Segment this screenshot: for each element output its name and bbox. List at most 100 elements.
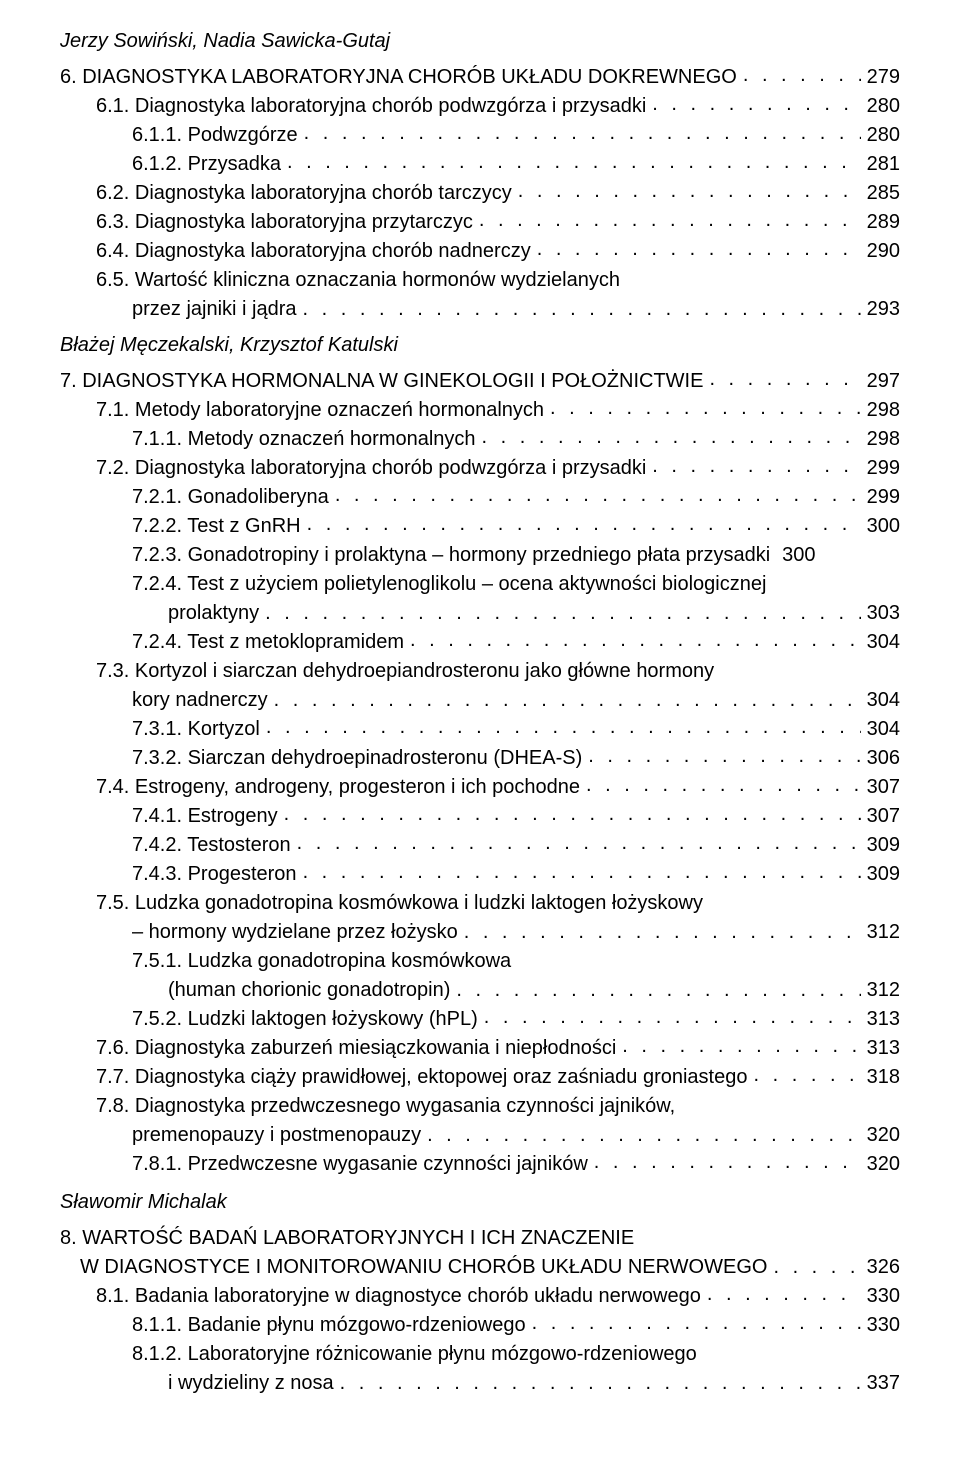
toc-entry-continuation: (human chorionic gonadotropin) . . . . .… [60,976,900,1005]
leader-dots: . . . . . . . . . . . . . . . . . . . . … [537,235,861,264]
leader-dots: . . . . . . . . . . . . . . . . . . . . … [550,394,861,423]
toc-page: 306 [867,744,900,773]
leader-dots: . . . . . . . . . . . . . . . . . . . . … [652,452,860,481]
toc-entry-continuation: kory nadnerczy . . . . . . . . . . . . .… [60,686,900,715]
leader-dots: . . . . . . . . . . . . . . . . . . . . … [427,1121,861,1150]
toc-entry: 7.1.1. Metody oznaczeń hormonalnych . . … [60,425,900,454]
toc-label: 8.1. Badania laboratoryjne w diagnostyce… [96,1282,701,1311]
chapter-8-line1: 8. WARTOŚĆ BADAŃ LABORATORYJNYCH I ICH Z… [60,1224,900,1253]
toc-label: 7.2.3. Gonadotropiny i prolaktyna – horm… [132,541,770,570]
toc-entry-multiline: 6.5. Wartość kliniczna oznaczania hormon… [60,266,900,295]
leader-dots: . . . . . . . . . . . . . . . . . . . . … [622,1032,860,1061]
toc-label: 8.1.1. Badanie płynu mózgowo-rdzeniowego [132,1311,526,1340]
toc-entry: 6.4. Diagnostyka laboratoryjna chorób na… [60,237,900,266]
toc-entry-continuation: przez jajniki i jądra . . . . . . . . . … [60,295,900,324]
toc-entry: 7.4.2. Testosteron . . . . . . . . . . .… [60,831,900,860]
leader-dots: . . . . . . . . . . . . . . . . . . . . … [304,119,861,148]
toc-entry-continuation: prolaktyny . . . . . . . . . . . . . . .… [60,599,900,628]
leader-dots: . . . . . . . . . . . . . . . . . . . . … [594,1148,861,1177]
toc-page: 330 [867,1282,900,1311]
toc-entry: 7.8.1. Przedwczesne wygasanie czynności … [60,1150,900,1179]
toc-page: 280 [867,92,900,121]
leader-dots: . . . . . . . . . . . . . . . . . . . . … [588,742,860,771]
toc-page: 307 [867,802,900,831]
toc-label: prolaktyny [168,599,259,628]
toc-label: kory nadnerczy [132,686,268,715]
leader-dots: . . . . . . . . . . . . . . . . . . . . … [479,206,861,235]
leader-dots: . . . . . . . . . . . . . . . . . . . . … [303,858,861,887]
toc-entry-multiline: 7.5.1. Ludzka gonadotropina kosmówkowa [60,947,900,976]
toc-page: 312 [867,976,900,1005]
toc-label: 7.4.1. Estrogeny [132,802,278,831]
toc-entry: 7.4. Estrogeny, androgeny, progesteron i… [60,773,900,802]
toc-entry-multiline: 7.8. Diagnostyka przedwczesnego wygasani… [60,1092,900,1121]
toc-page: 298 [867,396,900,425]
toc-label: 7.3.1. Kortyzol [132,715,260,744]
chapter-7-title: 7. DIAGNOSTYKA HORMONALNA W GINEKOLOGII … [60,367,900,396]
leader-dots: . . . . . . . . . . . . . . . . . . . . … [652,90,860,119]
leader-dots: . . . . . . . . . . . . . . . . . . . . … [773,1253,860,1282]
author-line: Jerzy Sowiński, Nadia Sawicka-Gutaj [60,30,900,53]
leader-dots: . . . . . . . . . . . . . . . . . . . . … [464,918,861,947]
toc-label: 7.7. Diagnostyka ciąży prawidłowej, ekto… [96,1063,747,1092]
toc-entry-continuation: – hormony wydzielane przez łożysko . . .… [60,918,900,947]
leader-dots: . . . . . . . . . . . . . . . . . . . . … [284,800,861,829]
leader-dots: . . . . . . . . . . . . . . . . . . . . … [335,481,861,510]
toc-page: 318 [867,1063,900,1092]
chapter-6-title: 6. DIAGNOSTYKA LABORATORYJNA CHORÓB UKŁA… [60,63,900,92]
leader-dots: . . . . . . . . . . . . . . . . . . . . … [307,510,861,539]
chapter-8-line2: W DIAGNOSTYCE I MONITOROWANIU CHORÓB UKŁ… [60,1253,900,1282]
toc-page: 313 [867,1034,900,1063]
chapter-6-page: 279 [867,63,900,92]
toc-label: premenopauzy i postmenopauzy [132,1121,421,1150]
toc-label: 7.3.2. Siarczan dehydroepinadrosteronu (… [132,744,582,773]
toc-label: przez jajniki i jądra [132,295,297,324]
toc-page: 320 [867,1150,900,1179]
toc-entry: 7.2.3. Gonadotropiny i prolaktyna – horm… [60,541,900,570]
toc-entry: 8.1.1. Badanie płynu mózgowo-rdzeniowego… [60,1311,900,1340]
toc-page: 289 [867,208,900,237]
toc-label: 7.6. Diagnostyka zaburzeń miesiączkowani… [96,1034,616,1063]
toc-page: 337 [867,1369,900,1398]
toc-label: 7.5.2. Ludzki laktogen łożyskowy (hPL) [132,1005,478,1034]
toc-page: 290 [867,237,900,266]
toc-entry: 7.2.2. Test z GnRH . . . . . . . . . . .… [60,512,900,541]
toc-label: (human chorionic gonadotropin) [168,976,450,1005]
toc-page: 280 [867,121,900,150]
toc-page: 304 [867,686,900,715]
toc-entry: 7.4.1. Estrogeny . . . . . . . . . . . .… [60,802,900,831]
toc-label: 7.4.3. Progesteron [132,860,297,889]
toc-label: 6.1.2. Przysadka [132,150,281,179]
toc-label: 6.2. Diagnostyka laboratoryjna chorób ta… [96,179,512,208]
toc-entry: 7.1. Metody laboratoryjne oznaczeń hormo… [60,396,900,425]
toc-entry: 7.2.1. Gonadoliberyna . . . . . . . . . … [60,483,900,512]
toc-label: i wydzieliny z nosa [168,1369,334,1398]
leader-dots: . . . . . . . . . . . . . . . . . . . . … [753,1061,860,1090]
toc-label: 7.4. Estrogeny, androgeny, progesteron i… [96,773,580,802]
toc-page: 330 [867,1311,900,1340]
toc-page: 298 [867,425,900,454]
toc-page: 293 [867,295,900,324]
leader-dots: . . . . . . . . . . . . . . . . . . . . … [274,686,861,715]
chapter-8-text: W DIAGNOSTYCE I MONITOROWANIU CHORÓB UKŁ… [80,1253,767,1282]
toc-label: 7.1.1. Metody oznaczeń hormonalnych [132,425,476,454]
toc-label: 7.2.4. Test z metoklopramidem [132,628,404,657]
toc-page: 281 [867,150,900,179]
leader-dots: . . . . . . . . . . . . . . . . . . . . … [586,771,861,800]
leader-dots: . . . . . . . . . . . . . . . . . . . . … [482,423,861,452]
leader-dots: . . . . . . . . . . . . . . . . . . . . … [743,61,861,90]
toc-entry: 7.3.1. Kortyzol . . . . . . . . . . . . … [60,715,900,744]
toc-page: 307 [867,773,900,802]
toc-label: – hormony wydzielane przez łożysko [132,918,458,947]
leader-dots: . . . . . . . . . . . . . . . . . . . . … [287,148,861,177]
toc-page: 320 [867,1121,900,1150]
toc-page: 285 [867,179,900,208]
toc-entry: 6.1.1. Podwzgórze . . . . . . . . . . . … [60,121,900,150]
leader-dots: . . . . . . . . . . . . . . . . . . . . … [297,829,861,858]
toc-label: 6.1. Diagnostyka laboratoryjna chorób po… [96,92,646,121]
toc-page: 300 [867,512,900,541]
leader-dots: . . . . . . . . . . . . . . . . . . . . … [265,599,860,628]
leader-dots: . . . . . . . . . . . . . . . . . . . . … [707,1280,861,1309]
toc-page: 303 [867,599,900,628]
chapter-6-text: 6. DIAGNOSTYKA LABORATORYJNA CHORÓB UKŁA… [60,63,737,92]
